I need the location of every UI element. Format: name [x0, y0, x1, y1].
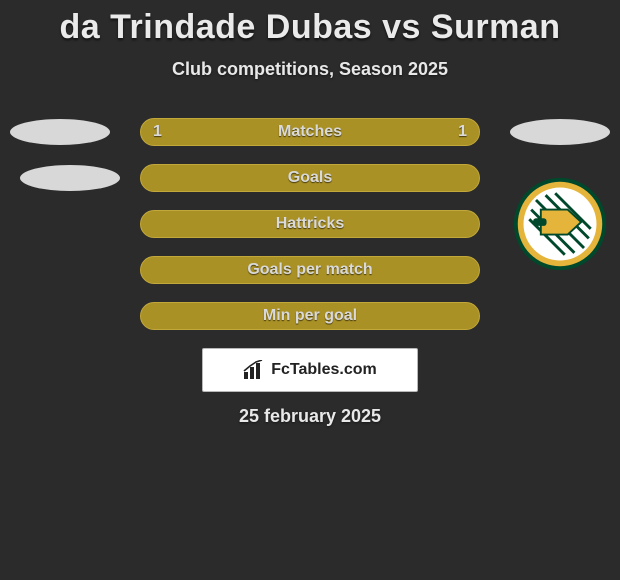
- player-right-badge: [510, 119, 610, 145]
- club-crest-icon: [512, 176, 608, 272]
- date-label: 25 february 2025: [0, 406, 620, 427]
- stat-bar: 1 Matches 1: [140, 118, 480, 146]
- stat-row-mpg: Min per goal: [0, 302, 620, 330]
- stat-bar: Min per goal: [140, 302, 480, 330]
- stat-bar: Goals: [140, 164, 480, 192]
- stat-bar: Goals per match: [140, 256, 480, 284]
- stat-label: Goals: [288, 169, 332, 187]
- subtitle: Club competitions, Season 2025: [0, 59, 620, 80]
- stat-row-matches: 1 Matches 1: [0, 118, 620, 146]
- stat-label: Hattricks: [276, 215, 344, 233]
- player-left-badge: [10, 119, 110, 145]
- stat-bar: Hattricks: [140, 210, 480, 238]
- stat-left-value: 1: [153, 123, 162, 141]
- stat-right-value: 1: [458, 123, 467, 141]
- page-title: da Trindade Dubas vs Surman: [0, 8, 620, 47]
- chart-icon: [243, 360, 265, 380]
- stat-label: Min per goal: [263, 307, 357, 325]
- comparison-card: da Trindade Dubas vs Surman Club competi…: [0, 0, 620, 427]
- player-left-badge: [20, 165, 120, 191]
- stat-label: Goals per match: [247, 261, 372, 279]
- stat-label: Matches: [278, 123, 342, 141]
- brand-label: FcTables.com: [271, 361, 377, 379]
- brand-badge: FcTables.com: [202, 348, 418, 392]
